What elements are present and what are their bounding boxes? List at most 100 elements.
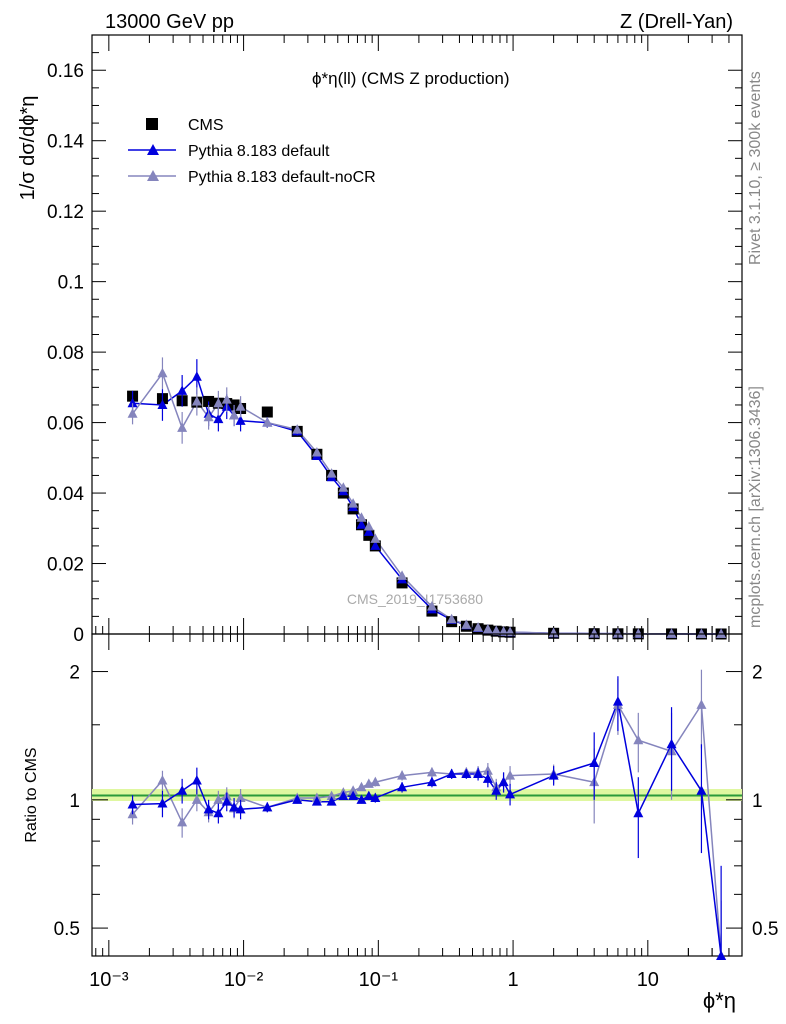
- main-point: [356, 512, 367, 522]
- main-point: [397, 570, 408, 580]
- ratio-point: [589, 757, 600, 768]
- main-point: [177, 422, 188, 432]
- x-tick-label: 10⁻²: [224, 969, 264, 991]
- main-point: [348, 498, 359, 508]
- ratio-y-tick-label-right: 1: [752, 791, 763, 812]
- x-tick-label: 10⁻¹: [359, 969, 399, 991]
- main-point: [363, 526, 374, 536]
- ratio-point: [177, 785, 188, 795]
- legend-default-label: Pythia 8.183 default: [188, 143, 330, 160]
- ratio-point: [505, 770, 516, 780]
- y-axis-label-ratio: Ratio to CMS: [23, 747, 40, 842]
- main-point: [127, 408, 138, 418]
- ratio-point: [482, 773, 493, 783]
- ratio-point: [338, 790, 349, 801]
- main-point: [363, 521, 374, 531]
- ratio-point: [203, 803, 214, 814]
- ratio-point: [397, 781, 408, 792]
- legend-title-text: ϕ*η(ll) (CMS Z production): [312, 69, 510, 88]
- ratio-point: [548, 770, 559, 780]
- ratio-point: [397, 770, 408, 780]
- ratio-point: [213, 794, 224, 804]
- main-y-tick-label: 0: [73, 625, 84, 646]
- main-y-tick-label: 0.16: [47, 61, 84, 82]
- legend-cms-label: CMS: [188, 117, 224, 134]
- ratio-point: [235, 792, 246, 802]
- main-point: [191, 371, 202, 381]
- ratio-y-tick-label: 1: [69, 791, 80, 812]
- main-y-tick-label: 0.04: [47, 484, 84, 505]
- ratio-y-axis: 0.5 0.5 1 1 2 2: [54, 663, 779, 941]
- x-tick-label: 10⁻³: [89, 969, 129, 991]
- legend-default-marker: [147, 144, 159, 155]
- ratio-point: [292, 794, 303, 804]
- ratio-panel: 0.5 0.5 1 1 2 2 10⁻³ 10⁻² 10⁻¹ 1 10: [54, 633, 779, 991]
- main-point: [696, 628, 707, 638]
- ratio-point: [157, 775, 168, 785]
- ratio-point: [633, 734, 644, 745]
- main-point: [262, 417, 273, 427]
- main-y-tick-label: 0.08: [47, 343, 84, 364]
- ratio-point: [311, 796, 322, 806]
- main-point: [221, 394, 232, 404]
- ratio-point: [326, 790, 337, 801]
- ratio-point: [370, 792, 381, 802]
- main-point: [338, 482, 349, 492]
- ratio-point: [235, 803, 246, 814]
- ratio-y-tick-label-right: 2: [752, 663, 763, 684]
- x-axis-label: ϕ*η: [703, 988, 736, 1013]
- legend-nocr-label: Pythia 8.183 default-noCR: [188, 169, 376, 186]
- main-point: [461, 619, 472, 629]
- ratio-point: [363, 790, 374, 801]
- ratio-point: [446, 768, 457, 778]
- main-point: [473, 622, 484, 632]
- ratio-point: [482, 765, 493, 775]
- ratio-point: [229, 801, 240, 812]
- ratio-point: [491, 785, 502, 795]
- main-panel: 0 0.02 0.04 0.06 0.08 0.1 0.12 0.14 0.16: [47, 34, 743, 646]
- main-y-axis: 0 0.02 0.04 0.06 0.08 0.1 0.12 0.14 0.16: [47, 52, 742, 646]
- ratio-point: [127, 799, 138, 809]
- main-y-tick-label: 0.1: [58, 273, 84, 294]
- ratio-point: [612, 696, 623, 706]
- main-y-tick-label: 0.12: [47, 202, 84, 223]
- x-tick-label: 1: [508, 969, 519, 991]
- ratio-point: [473, 768, 484, 778]
- main-point: [292, 424, 303, 434]
- ratio-point: [326, 796, 337, 806]
- ratio-point: [461, 768, 472, 778]
- main-point: [326, 468, 337, 478]
- main-point: [666, 628, 677, 638]
- ratio-point: [213, 807, 224, 818]
- main-point: [213, 413, 224, 424]
- header-right: Z (Drell-Yan): [620, 11, 733, 33]
- side-rivet-text: Rivet 3.1.10, ≥ 300k events: [747, 71, 764, 265]
- main-point: [157, 367, 168, 378]
- main-point: [235, 401, 246, 411]
- main-point: [177, 385, 188, 395]
- main-point: [716, 628, 727, 638]
- watermark-text: CMS_2019_I1753680: [347, 591, 483, 607]
- ratio-point: [426, 766, 437, 777]
- y-axis-label-main: 1/σ dσ/dϕ*η: [17, 96, 39, 201]
- ratio-point: [356, 794, 367, 804]
- main-point: [426, 601, 437, 611]
- ratio-point: [262, 801, 273, 812]
- main-y-tick-label: 0.14: [47, 132, 84, 153]
- ratio-y-tick-label: 2: [69, 663, 80, 684]
- main-point: [370, 533, 381, 543]
- ratio-point: [633, 807, 644, 818]
- main-point: [589, 628, 600, 638]
- ratio-point: [696, 785, 707, 795]
- ratio-point: [177, 816, 188, 827]
- main-point: [191, 395, 202, 406]
- main-point: [548, 627, 559, 638]
- main-point: [203, 411, 214, 422]
- side-mcplots-text: mcplots.cern.ch [arXiv:1306.3436]: [747, 386, 764, 628]
- main-data-point: [261, 406, 273, 418]
- ratio-point: [191, 794, 202, 804]
- ratio-point: [348, 790, 359, 801]
- ratio-point: [348, 785, 359, 795]
- ratio-series-marks: [127, 669, 727, 960]
